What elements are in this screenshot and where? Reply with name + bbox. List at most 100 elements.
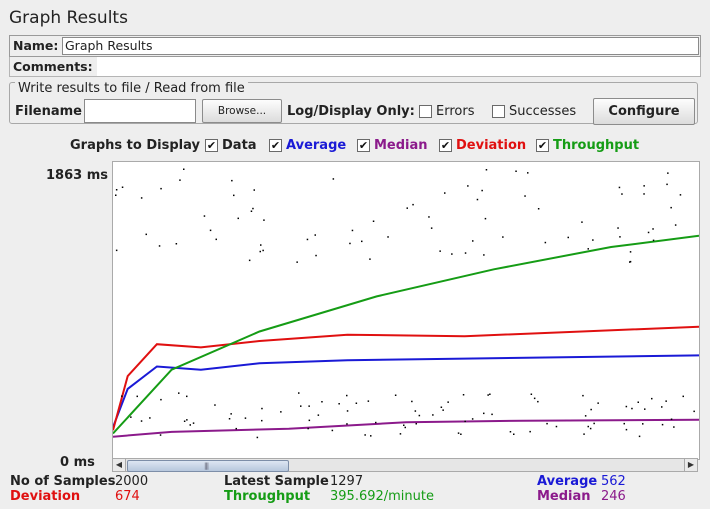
configure-button[interactable]: Configure xyxy=(593,98,695,125)
data-sample-dot xyxy=(587,425,589,428)
samples-label: No of Samples xyxy=(10,474,116,489)
name-field[interactable]: Graph Results xyxy=(62,37,699,55)
data-sample-dot xyxy=(644,408,646,410)
data-sample-dot xyxy=(491,413,493,416)
data-sample-dot xyxy=(515,170,517,172)
series-line-average xyxy=(112,354,700,428)
data-sample-dot xyxy=(248,259,251,262)
panel-title: Graph Results xyxy=(9,8,128,28)
data-sample-dot xyxy=(546,422,548,425)
data-sample-dot xyxy=(308,419,311,422)
data-sample-dot xyxy=(306,238,309,241)
data-sample-dot xyxy=(300,405,302,407)
data-sample-dot xyxy=(555,425,558,428)
y-axis-max-label: 1863 ms xyxy=(46,168,108,183)
data-sample-dot xyxy=(638,435,641,438)
data-sample-dot xyxy=(643,185,645,187)
data-sample-dot xyxy=(346,423,348,425)
data-sample-dot xyxy=(592,239,594,241)
data-sample-dot xyxy=(331,429,334,432)
average-checkbox[interactable]: ✔ xyxy=(269,139,282,152)
graph-svg xyxy=(112,168,700,439)
scroll-left-icon[interactable]: ◀ xyxy=(113,459,126,471)
data-sample-dot xyxy=(115,194,117,196)
browse-button[interactable]: Browse... xyxy=(202,99,282,123)
throughput-checkbox[interactable]: ✔ xyxy=(536,139,549,152)
data-sample-dot xyxy=(447,401,449,403)
horizontal-scrollbar[interactable]: ◀ ||| ▶ xyxy=(112,458,698,472)
data-sample-dot xyxy=(439,250,441,252)
data-sample-dot xyxy=(652,239,655,242)
data-sample-dot xyxy=(629,260,632,263)
deviation-checkbox[interactable]: ✔ xyxy=(439,139,452,152)
errors-label: Errors xyxy=(436,104,475,119)
data-sample-dot xyxy=(160,398,162,401)
data-sample-dot xyxy=(183,420,186,422)
data-sample-dot xyxy=(230,413,232,415)
data-sample-dot xyxy=(485,169,488,171)
name-label: Name: xyxy=(13,38,59,53)
data-sample-dot xyxy=(178,392,180,394)
data-sample-dot xyxy=(651,397,653,400)
data-sample-dot xyxy=(412,203,414,206)
data-sample-dot xyxy=(399,433,402,435)
data-checkbox[interactable]: ✔ xyxy=(205,139,218,152)
successes-checkbox[interactable] xyxy=(492,105,505,118)
data-sample-dot xyxy=(537,400,539,403)
data-sample-dot xyxy=(315,254,317,257)
data-sample-dot xyxy=(346,410,349,412)
data-sample-dot xyxy=(253,189,255,191)
throughput-stat-label: Throughput xyxy=(224,489,311,504)
latest-sample-value: 1297 xyxy=(330,474,364,489)
data-sample-dot xyxy=(537,208,540,210)
errors-checkbox[interactable] xyxy=(419,105,432,118)
data-sample-dot xyxy=(321,401,323,403)
data-sample-dot xyxy=(214,404,216,406)
data-sample-dot xyxy=(618,186,621,189)
data-sample-dot xyxy=(593,422,595,425)
data-sample-dot xyxy=(693,410,695,413)
data-sample-dot xyxy=(160,187,162,190)
data-sample-dot xyxy=(670,418,673,420)
data-sample-dot xyxy=(140,420,143,422)
data-sample-dot xyxy=(158,245,161,247)
data-sample-dot xyxy=(149,417,151,419)
comments-row[interactable]: Comments: xyxy=(9,57,701,77)
data-sample-dot xyxy=(484,217,487,220)
data-sample-dot xyxy=(442,409,444,411)
data-sample-dot xyxy=(256,436,259,439)
data-sample-dot xyxy=(308,405,310,407)
data-sample-dot xyxy=(263,219,265,221)
data-sample-dot xyxy=(244,417,247,419)
data-sample-dot xyxy=(411,400,413,403)
scroll-right-icon[interactable]: ▶ xyxy=(684,459,697,471)
file-section xyxy=(9,82,698,124)
data-sample-dot xyxy=(637,401,639,403)
data-sample-dot xyxy=(372,220,375,222)
data-sample-dot xyxy=(647,231,650,234)
data-sample-dot xyxy=(145,233,147,236)
data-sample-dot xyxy=(440,406,443,408)
data-sample-dot xyxy=(527,172,529,174)
median-label: Median xyxy=(374,138,428,153)
data-sample-dot xyxy=(179,179,181,181)
data-sample-dot xyxy=(369,258,371,260)
data-sample-dot xyxy=(430,227,433,229)
data-sample-dot xyxy=(252,207,254,210)
data-sample-dot xyxy=(682,395,684,398)
data-sample-dot xyxy=(298,392,300,394)
median-checkbox[interactable]: ✔ xyxy=(357,139,370,152)
average-label: Average xyxy=(286,138,347,153)
filename-field[interactable] xyxy=(84,99,196,123)
data-sample-dot xyxy=(471,418,474,420)
data-sample-dot xyxy=(670,206,672,209)
scroll-thumb[interactable]: ||| xyxy=(127,460,289,472)
data-sample-dot xyxy=(250,210,253,212)
data-sample-dot xyxy=(432,414,434,416)
data-sample-dot xyxy=(451,253,453,255)
data-sample-dot xyxy=(513,433,515,435)
deviation-stat-value: 674 xyxy=(115,489,140,504)
data-sample-dot xyxy=(259,250,261,253)
data-sample-dot xyxy=(666,183,668,186)
data-sample-dot xyxy=(590,408,592,411)
